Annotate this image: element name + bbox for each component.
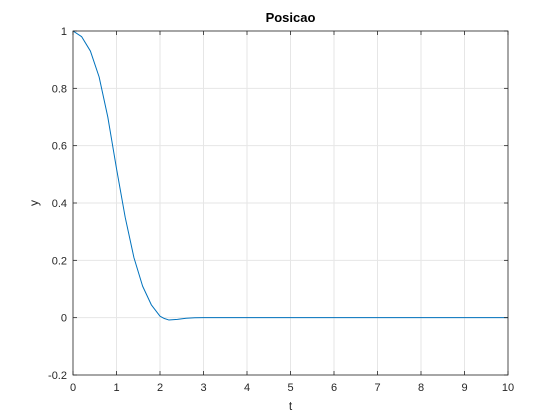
x-tick-label: 1 xyxy=(113,382,119,394)
y-axis-label: y xyxy=(27,200,41,206)
series-line-0 xyxy=(72,30,508,321)
tick-labels: 0 1 2 3 4 5 6 7 8 9 10-0.200.20.40.60.81 xyxy=(48,26,514,394)
x-tick-label: 10 xyxy=(502,382,514,394)
ticks xyxy=(72,30,509,376)
x-tick-label: 2 xyxy=(157,382,163,394)
x-tick-label: 0 xyxy=(70,382,76,394)
y-tick-label: 0 xyxy=(61,313,67,325)
y-tick-label: 0.2 xyxy=(52,255,67,267)
chart-title: Posicao xyxy=(266,10,316,25)
x-tick-label: 4 xyxy=(244,382,250,394)
y-tick-label: 1 xyxy=(61,26,67,38)
x-tick-label: 5 xyxy=(287,382,293,394)
x-axis-label: t xyxy=(289,399,293,413)
y-tick-label: 0.8 xyxy=(52,83,67,95)
y-tick-label: 0.4 xyxy=(52,198,67,210)
y-tick-label: -0.2 xyxy=(48,370,67,382)
x-tick-label: 6 xyxy=(331,382,337,394)
x-tick-label: 3 xyxy=(200,382,206,394)
x-tick-label: 8 xyxy=(418,382,424,394)
x-tick-label: 9 xyxy=(461,382,467,394)
y-tick-label: 0.6 xyxy=(52,141,67,153)
x-tick-label: 7 xyxy=(374,382,380,394)
series-layer xyxy=(72,30,508,321)
